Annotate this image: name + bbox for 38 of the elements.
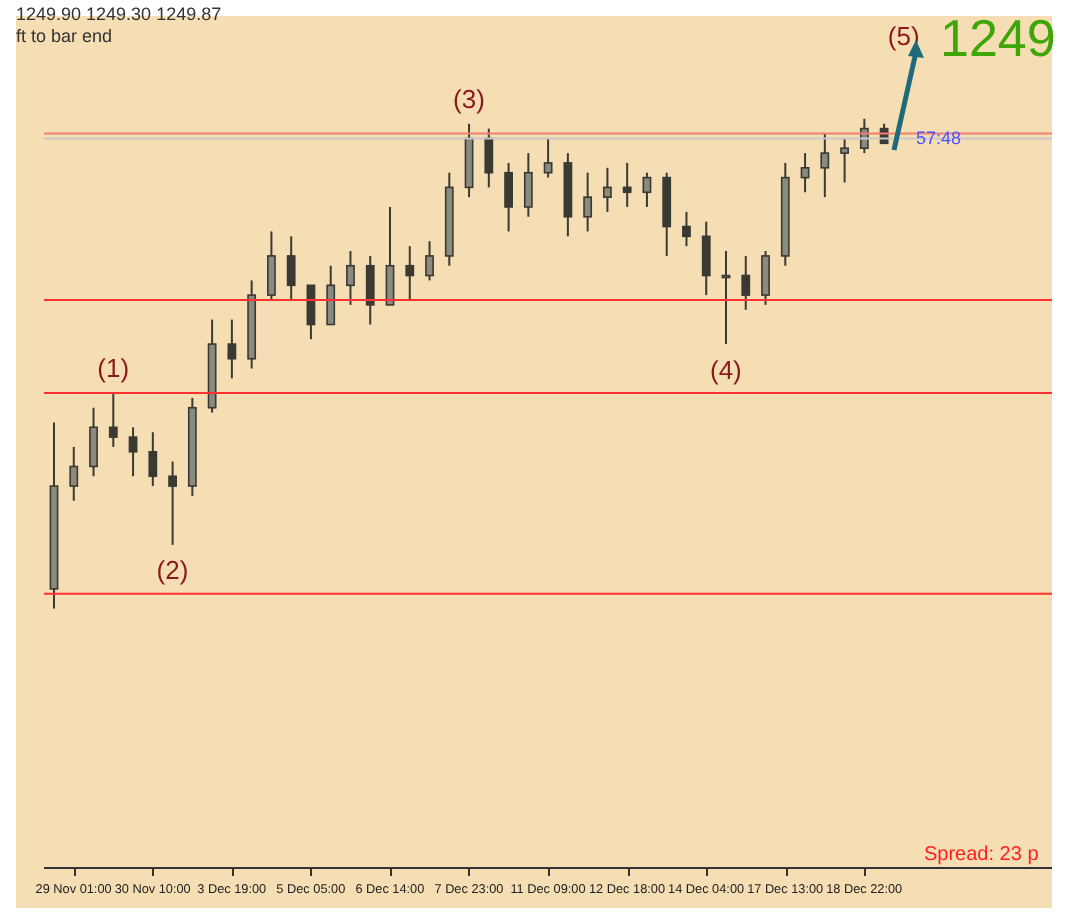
candlestick bbox=[701, 220, 711, 297]
text: 1249.90 1249.30 1249.87 bbox=[16, 4, 222, 26]
candlestick bbox=[761, 250, 770, 306]
candlestick bbox=[405, 245, 415, 301]
candlestick bbox=[484, 127, 494, 189]
candlestick bbox=[108, 392, 118, 448]
candlestick bbox=[840, 137, 849, 184]
candlestick bbox=[267, 230, 276, 301]
candlestick bbox=[504, 161, 513, 233]
candlestick bbox=[89, 406, 98, 478]
candlestick bbox=[642, 171, 652, 208]
annotation: (3) bbox=[453, 83, 485, 114]
candlestick bbox=[425, 240, 434, 282]
text: ft to bar end bbox=[16, 26, 113, 48]
candlestick bbox=[820, 132, 830, 199]
candlestick bbox=[523, 152, 533, 218]
text: Spread: 23 p bbox=[924, 844, 1039, 868]
annotation: 57:48 bbox=[916, 128, 962, 150]
annotation: (2) bbox=[156, 555, 189, 586]
candlestick bbox=[603, 166, 612, 213]
candlestick bbox=[622, 161, 632, 208]
candlestick bbox=[227, 318, 237, 380]
candlestick bbox=[69, 445, 79, 502]
candlestick bbox=[583, 171, 593, 233]
candlestick bbox=[128, 426, 138, 478]
candlestick bbox=[168, 460, 177, 546]
text: 1249 bbox=[940, 8, 1056, 71]
candlestick bbox=[326, 264, 336, 326]
candlestick bbox=[286, 235, 296, 301]
candlestick bbox=[148, 431, 158, 488]
annotation: (4) bbox=[709, 354, 742, 385]
candlestick bbox=[800, 152, 810, 194]
candlestick bbox=[365, 254, 375, 326]
candlestick bbox=[682, 210, 691, 248]
candlestick bbox=[543, 137, 553, 179]
candlestick bbox=[741, 254, 751, 311]
candlestick bbox=[346, 250, 355, 306]
annotation: (1) bbox=[97, 353, 130, 384]
